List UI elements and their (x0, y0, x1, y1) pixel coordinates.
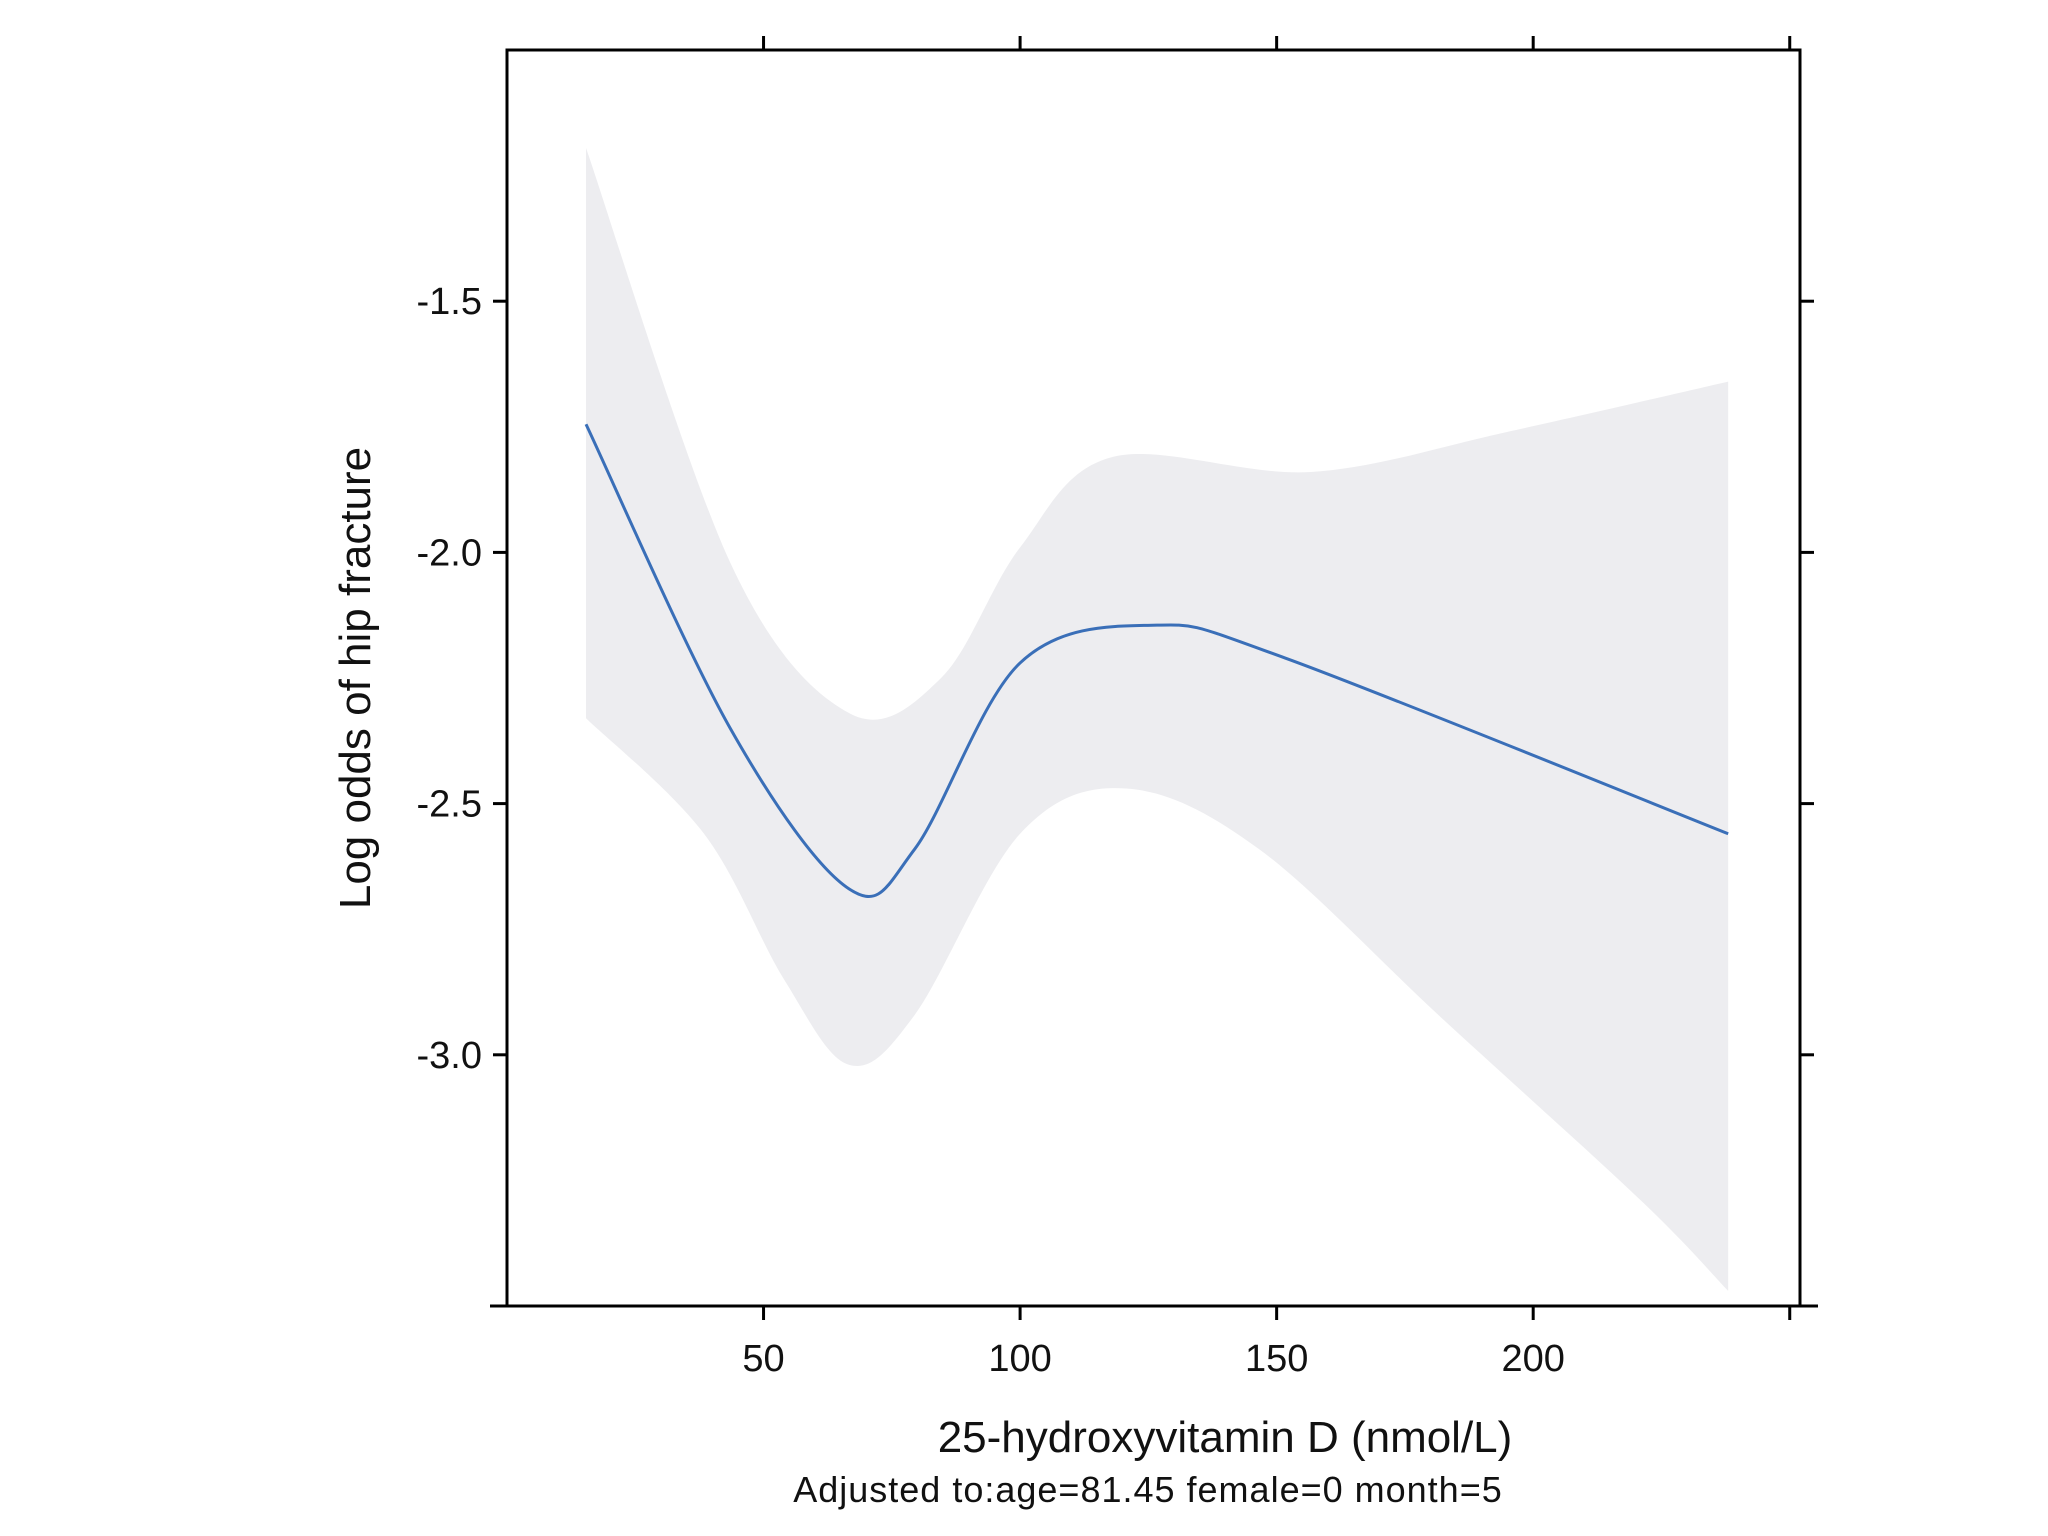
x-tick-label: 50 (742, 1338, 784, 1380)
x-tick-label: 200 (1501, 1338, 1564, 1380)
x-tick-label: 150 (1245, 1338, 1308, 1380)
x-tick-label: 100 (988, 1338, 1051, 1380)
confidence-band (586, 147, 1729, 1291)
series-line-estimate (584, 423, 1729, 898)
footnote: Adjusted to:age=81.45 female=0 month=5 (793, 1469, 1503, 1510)
x-axis-label: 25-hydroxyvitamin D (nmol/L) (938, 1413, 1513, 1462)
x-ticks: 50 100 150 200 (490, 36, 1818, 1380)
confidence-band-layer (586, 147, 1729, 1291)
y-tick-label: -1.5 (417, 281, 482, 323)
y-tick-label: -2.5 (417, 784, 482, 826)
y-tick-label: -2.0 (417, 532, 482, 574)
y-ticks: -1.5 -2.0 -2.5 -3.0 (417, 281, 1814, 1077)
line-layer (584, 423, 1729, 898)
y-axis-label: Log odds of hip fracture (331, 447, 380, 909)
y-tick-label: -3.0 (417, 1035, 482, 1077)
